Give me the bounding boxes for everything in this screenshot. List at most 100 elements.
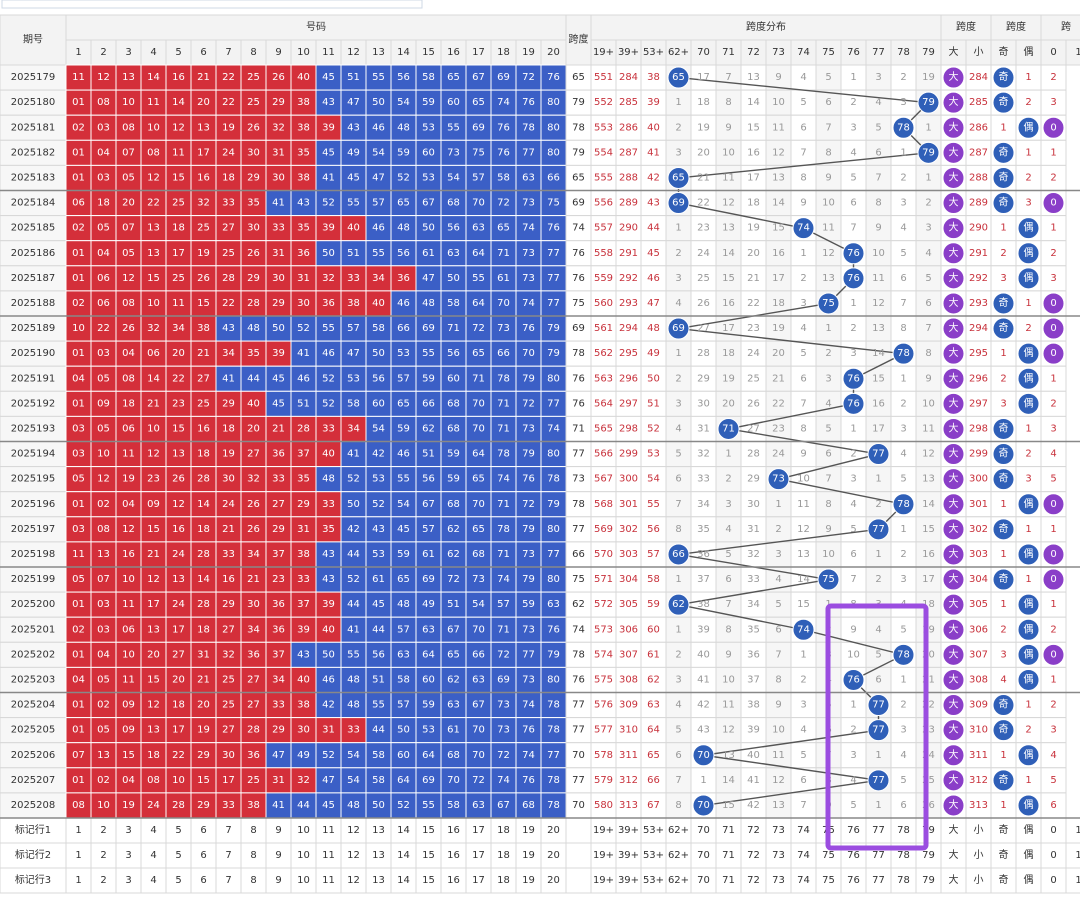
cell-text: 307 [619,649,638,660]
cell-text: 58 [372,750,385,761]
cell-text: 77 [547,398,560,409]
cell-text: 73 [772,47,785,58]
cell-text: 291 [619,248,638,259]
cell-text: 1 [675,574,681,585]
cell-text: 66 [497,348,510,359]
cell [265,441,292,468]
cell [490,190,517,217]
cell-text: 48 [397,599,410,610]
cell-text: 1 [1075,825,1080,836]
cell-text: 36 [272,449,285,460]
cell-text: 56 [372,649,385,660]
cell-text: 02 [72,122,85,133]
cell-text: 574 [594,649,613,660]
cell-text: 1 [875,474,881,485]
cell-text: 294 [619,323,638,334]
cell [390,215,417,242]
cell-text: 11 [797,499,810,510]
cell [165,466,192,493]
cell [790,265,817,292]
cell-text: 1 [1000,549,1006,560]
cell [465,114,492,141]
cell [465,240,492,267]
cell-text: 65 [647,750,660,761]
cell-text: 跨度 [1006,20,1026,33]
cell-text: 1 [75,875,81,886]
cell [90,516,117,543]
cell-text: 42 [647,172,660,183]
cell-text: 01 [72,700,85,711]
cell-text: 40 [322,624,335,635]
cell [540,315,567,342]
cell-text: 31 [272,248,285,259]
cell-text: 2025190 [11,348,56,359]
cell-text: 562 [594,348,613,359]
cell-text: 25 [172,273,185,284]
cell [1040,441,1067,468]
cell-text: 76 [522,323,535,334]
cell [965,265,992,292]
cell-text: 285 [969,97,988,108]
cell-text: 3 [675,273,681,284]
cell-text: 73 [772,825,785,836]
cell-text: 26 [247,248,260,259]
cell-text: 4 [825,398,831,409]
cell [240,390,267,417]
cell-text: 12 [97,72,110,83]
cell-text: 7 [850,574,856,585]
cell-text: 46 [322,674,335,685]
cell-text: 79 [572,97,585,108]
cell-text: 21 [147,549,160,560]
cell-text: 55 [397,474,410,485]
cell [915,190,942,217]
cell-text: 16 [197,423,210,434]
cell-text: 4 [900,223,906,234]
cell-text: 67 [647,800,660,811]
cell [440,215,467,242]
cell-text: 2025180 [11,97,56,108]
cell-text: 78 [897,348,910,359]
cell-text: 69 [672,198,685,209]
cell-text: 29 [747,474,760,485]
cell [590,190,617,217]
cell-text: 50 [397,725,410,736]
cell-text: 58 [447,800,460,811]
cell-text: 11 [147,97,160,108]
cell [815,315,842,342]
cell-text: 2025202 [11,649,56,660]
cell-text: 54 [372,147,385,158]
cell-text: 572 [594,599,613,610]
cell-text: 78 [547,474,560,485]
cell [1015,89,1042,116]
cell [540,114,567,141]
cell-text: 16 [222,574,235,585]
cell-text: 55 [372,700,385,711]
cell-text: 47 [322,775,335,786]
cell-text: 2 [900,700,906,711]
cell-text: 1 [850,72,856,83]
cell-text: 12 [347,875,360,886]
cell-text: 11 [72,72,85,83]
cell-text: 奇 [999,522,1009,535]
cell-text: 12 [122,273,135,284]
cell-text: 34 [347,423,360,434]
cell-text: 29 [297,499,310,510]
cell-text: 13 [147,223,160,234]
cell-text: 38 [297,172,310,183]
cell-text: 76 [847,47,860,58]
cell-text: 20 [197,700,210,711]
cell-text: 32 [272,122,285,133]
cell-text: 1 [925,172,931,183]
cell-text: 35 [697,524,710,535]
cell-text: 跨度 [569,33,589,46]
cell-text: 7 [225,875,231,886]
cell-text: 9 [800,449,806,460]
cell-text: 大 [949,597,959,610]
cell-text: 24 [222,147,235,158]
cell-text: 52 [347,474,360,485]
cell [565,867,592,894]
cell-text: 43 [647,198,660,209]
cell [365,265,392,292]
cell-text: 51 [347,248,360,259]
